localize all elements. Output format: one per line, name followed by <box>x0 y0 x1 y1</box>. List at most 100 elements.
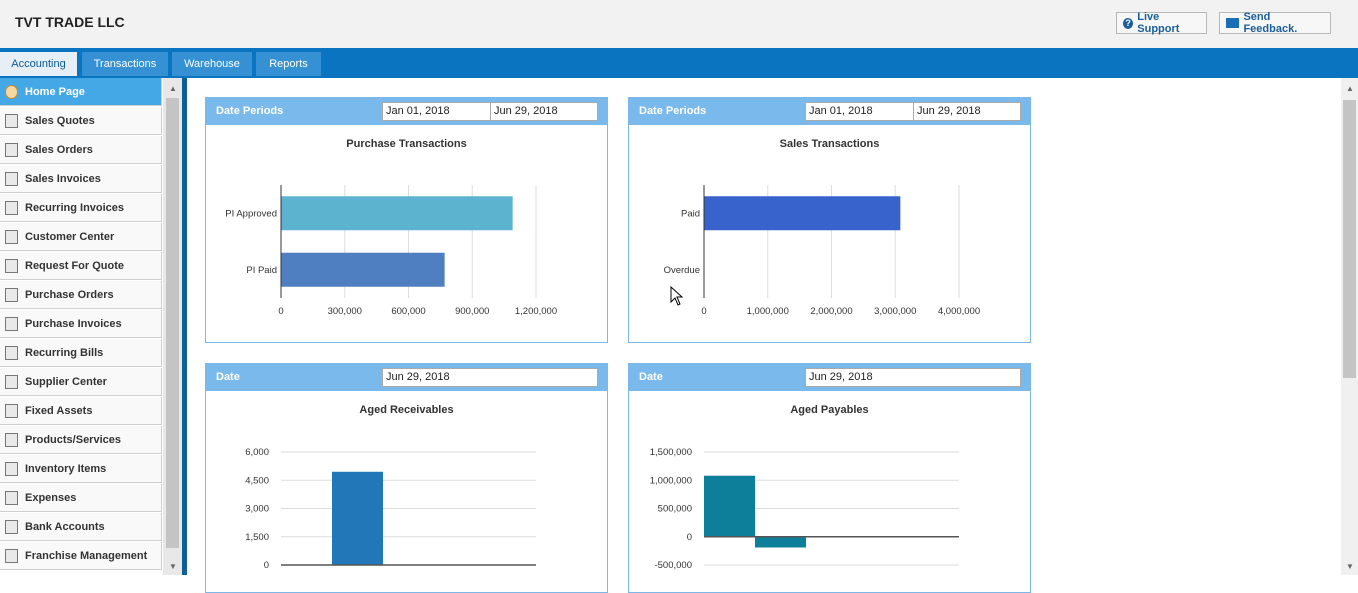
category-label: PI Paid <box>246 265 277 276</box>
sidebar-item-label: Franchise Management <box>25 549 148 562</box>
purchase-from-date-input[interactable]: Jan 01, 2018 <box>382 102 491 121</box>
tab-reports[interactable]: Reports <box>256 52 321 76</box>
aged-payables-panel: Date Jun 29, 2018 Aged Payables -500,000… <box>628 363 1031 593</box>
tab-transactions[interactable]: Transactions <box>82 52 168 76</box>
sidebar-item-sales-invoices[interactable]: Sales Invoices <box>0 165 162 193</box>
x-tick-label: 0 <box>701 306 706 317</box>
receivables-date-input[interactable]: Jun 29, 2018 <box>382 368 598 387</box>
y-tick-label: 3,000 <box>245 504 269 515</box>
date-label: Date <box>216 371 240 383</box>
sidebar-item-home-page[interactable]: Home Page <box>0 78 162 106</box>
y-tick-label: 1,000,000 <box>650 475 692 486</box>
bank-icon <box>5 519 18 534</box>
panel-header: Date Periods Jan 01, 2018 Jun 29, 2018 <box>629 98 1030 125</box>
tab-accounting[interactable]: Accounting <box>0 52 77 76</box>
app-header: TVT TRADE LLC ? Live Support Send Feedba… <box>0 0 1358 48</box>
truck-icon <box>5 432 18 447</box>
x-tick-label: 600,000 <box>391 306 425 317</box>
tab-underline <box>0 76 1358 78</box>
live-support-button[interactable]: ? Live Support <box>1116 11 1207 35</box>
document-icon <box>5 142 18 157</box>
sidebar-item-supplier-center[interactable]: Supplier Center <box>0 368 162 396</box>
sidebar-item-franchise-management[interactable]: Franchise Management <box>0 542 162 570</box>
sidebar-menu: Home Page Sales Quotes Sales Orders Sales I… <box>0 78 162 575</box>
sales-from-date-input[interactable]: Jan 01, 2018 <box>805 102 914 121</box>
x-tick-label: 300,000 <box>328 306 362 317</box>
main-scroll-down-icon[interactable]: ▼ <box>1346 562 1354 571</box>
bar <box>704 475 755 537</box>
y-tick-label: 1,500,000 <box>650 447 692 458</box>
expense-icon <box>5 490 18 505</box>
mouse-cursor-icon <box>670 286 684 306</box>
sidebar-item-sales-orders[interactable]: Sales Orders <box>0 136 162 164</box>
sidebar-item-label: Expenses <box>25 491 77 504</box>
sidebar-item-customer-center[interactable]: Customer Center <box>0 223 162 251</box>
sidebar-item-label: Sales Orders <box>25 143 93 156</box>
sidebar-item-fixed-assets[interactable]: Fixed Assets <box>0 397 162 425</box>
x-tick-label: 1,000,000 <box>747 306 789 317</box>
sidebar-item-purchase-invoices[interactable]: Purchase Invoices <box>0 310 162 338</box>
sidebar-item-label: Customer Center <box>25 230 115 243</box>
date-periods-label: Date Periods <box>639 105 707 117</box>
sidebar-item-label: Fixed Assets <box>25 404 93 417</box>
sidebar-item-expenses[interactable]: Expenses <box>0 484 162 512</box>
sidebar-scroll-down-icon[interactable]: ▼ <box>169 562 177 571</box>
sidebar-scrollbar-thumb[interactable] <box>166 98 179 548</box>
purchase-to-date-input[interactable]: Jun 29, 2018 <box>490 102 598 121</box>
sidebar-item-label: Sales Invoices <box>25 172 101 185</box>
send-feedback-button[interactable]: Send Feedback. <box>1219 11 1331 35</box>
y-tick-label: 6,000 <box>245 447 269 458</box>
sidebar-item-label: Recurring Invoices <box>25 201 125 214</box>
document-icon <box>5 200 18 215</box>
truck-icon <box>5 258 18 273</box>
y-tick-label: 500,000 <box>658 504 692 515</box>
category-label: Paid <box>681 208 700 219</box>
truck-icon <box>5 287 18 302</box>
sidebar-item-label: Supplier Center <box>25 375 107 388</box>
x-tick-label: 1,200,000 <box>515 306 557 317</box>
panel-header: Date Periods Jan 01, 2018 Jun 29, 2018 <box>206 98 607 125</box>
payables-date-input[interactable]: Jun 29, 2018 <box>805 368 1021 387</box>
sidebar-item-label: Purchase Orders <box>25 288 114 301</box>
sidebar-item-recurring-invoices[interactable]: Recurring Invoices <box>0 194 162 222</box>
document-icon <box>5 171 18 186</box>
bar <box>704 196 901 231</box>
sidebar-item-sales-quotes[interactable]: Sales Quotes <box>0 107 162 135</box>
mail-icon <box>1226 18 1240 28</box>
sidebar-divider <box>182 78 187 575</box>
chart-title: Purchase Transactions <box>346 138 467 150</box>
home-icon <box>5 84 18 99</box>
main-scroll-up-icon[interactable]: ▲ <box>1346 84 1354 93</box>
tab-warehouse[interactable]: Warehouse <box>172 52 252 76</box>
date-periods-label: Date Periods <box>216 105 284 117</box>
category-label: Overdue <box>664 265 700 276</box>
sidebar-item-purchase-orders[interactable]: Purchase Orders <box>0 281 162 309</box>
sidebar-item-products-services[interactable]: Products/Services <box>0 426 162 454</box>
sidebar-item-label: Purchase Invoices <box>25 317 122 330</box>
sidebar-scroll-up-icon[interactable]: ▲ <box>169 84 177 93</box>
sidebar-item-inventory-items[interactable]: Inventory Items <box>0 455 162 483</box>
y-tick-label: -500,000 <box>654 560 692 571</box>
y-tick-label: 0 <box>687 532 692 543</box>
aged-receivables-chart: 0 1,500 3,000 4,500 6,000 <box>245 447 536 571</box>
main-tab-bar: Accounting Transactions Warehouse Report… <box>0 48 1358 76</box>
bar <box>755 536 806 548</box>
truck-icon <box>5 316 18 331</box>
send-feedback-label: Send Feedback. <box>1243 11 1298 35</box>
sidebar-item-recurring-bills[interactable]: Recurring Bills <box>0 339 162 367</box>
bar <box>332 471 383 565</box>
sidebar-item-label: Sales Quotes <box>25 114 95 127</box>
sidebar-item-bank-accounts[interactable]: Bank Accounts <box>0 513 162 541</box>
x-tick-label: 3,000,000 <box>874 306 916 317</box>
asset-icon <box>5 403 18 418</box>
bar <box>281 252 445 287</box>
panel-header: Date Jun 29, 2018 <box>629 364 1030 391</box>
x-tick-label: 2,000,000 <box>810 306 852 317</box>
supplier-icon <box>5 374 18 389</box>
sales-to-date-input[interactable]: Jun 29, 2018 <box>913 102 1021 121</box>
main-scrollbar-thumb[interactable] <box>1343 100 1356 378</box>
company-name: TVT TRADE LLC <box>15 14 125 30</box>
aged-receivables-panel: Date Jun 29, 2018 Aged Receivables 0 1,50… <box>205 363 608 593</box>
sidebar-item-request-for-quote[interactable]: Request For Quote <box>0 252 162 280</box>
date-label: Date <box>639 371 663 383</box>
